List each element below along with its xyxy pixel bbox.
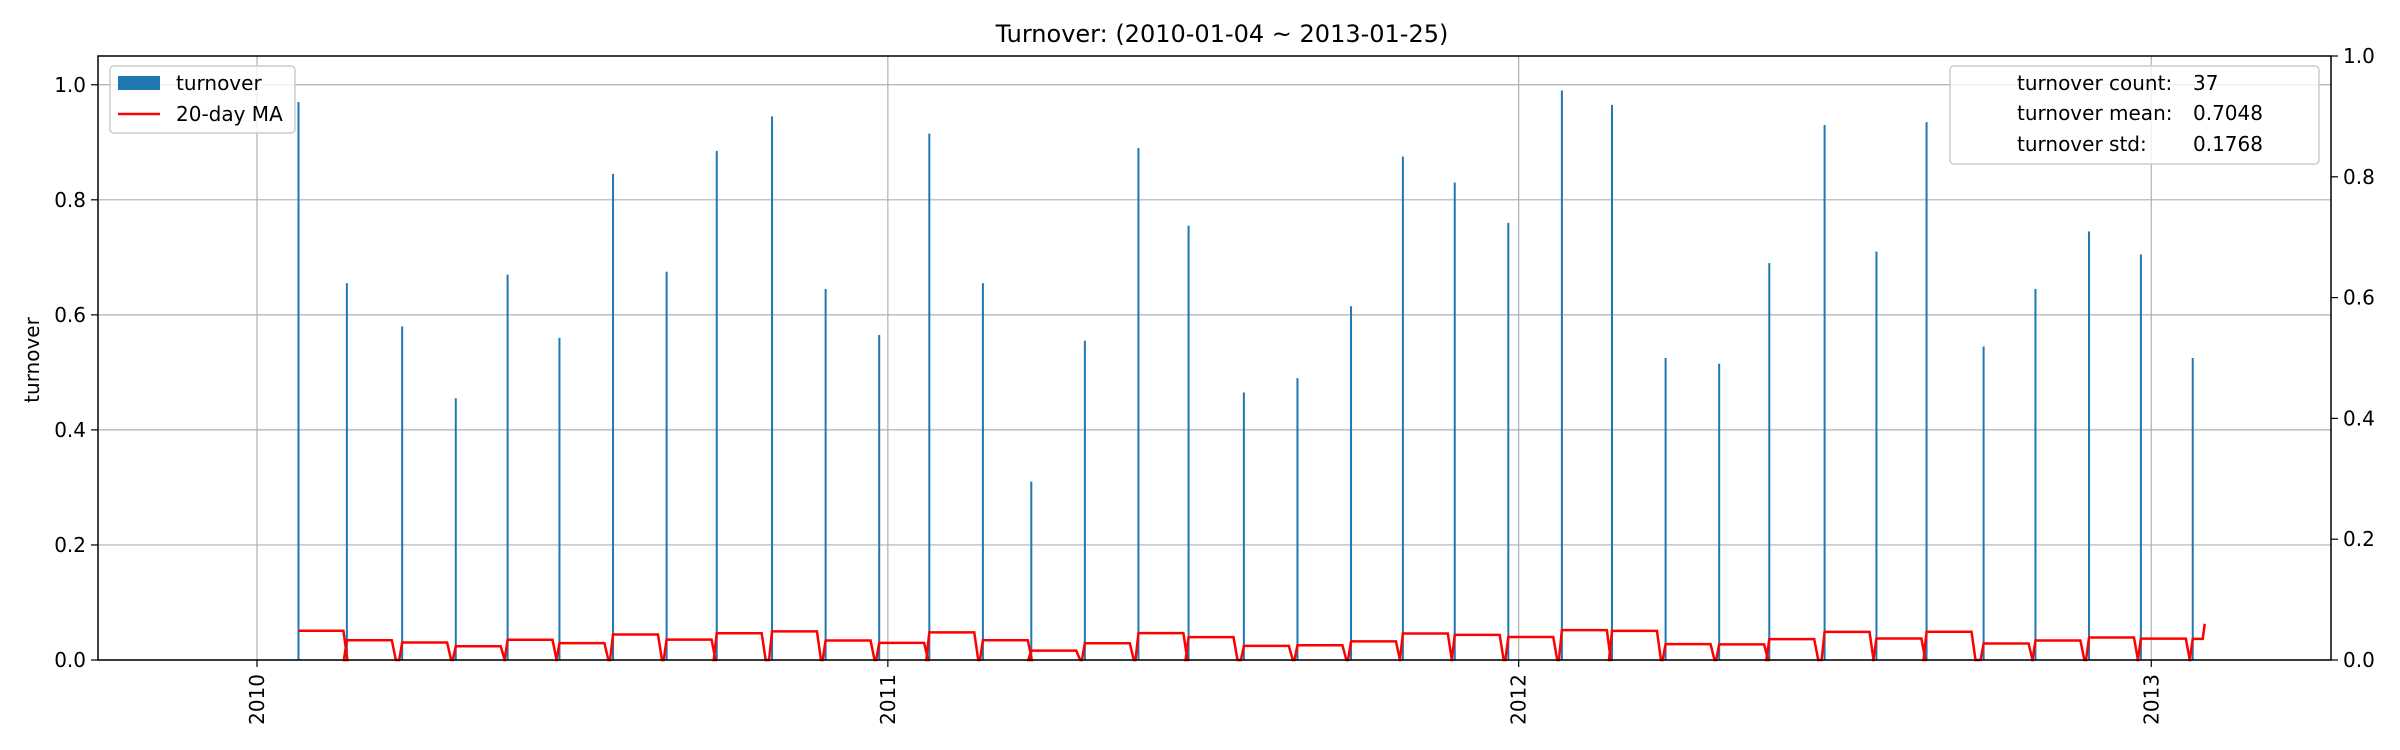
stats-box-frame bbox=[1949, 65, 2320, 165]
turnover-bar bbox=[1083, 340, 1086, 660]
right-y-axis: 0.0 0.2 0.4 0.6 0.8 1.0 bbox=[2331, 44, 2375, 672]
stats-box: turnover count: 37 turnover mean: 0.7048… bbox=[1949, 65, 2320, 165]
turnover-bar bbox=[1718, 363, 1721, 660]
turnover-bar bbox=[612, 173, 615, 660]
y2-tick-label: 1.0 bbox=[2343, 44, 2375, 68]
turnover-bar bbox=[1453, 182, 1456, 661]
turnover-bar bbox=[771, 116, 774, 660]
turnover-bar bbox=[558, 337, 561, 660]
y-tick-label: 0.4 bbox=[54, 418, 86, 442]
x-tick-label: 2011 bbox=[876, 674, 900, 725]
legend-swatch-turnover bbox=[118, 76, 160, 90]
y-tick-label: 0.0 bbox=[54, 648, 86, 672]
legend: turnover 20-day MA bbox=[109, 65, 296, 134]
turnover-bars bbox=[297, 90, 2194, 661]
stats-label-std: turnover std: bbox=[2017, 132, 2147, 156]
x-tick-label: 2012 bbox=[1507, 674, 1531, 725]
turnover-bar bbox=[345, 283, 348, 660]
x-tick-label: 2010 bbox=[245, 674, 269, 725]
chart-title: Turnover: (2010-01-04 ~ 2013-01-25) bbox=[995, 20, 1449, 48]
turnover-bar bbox=[1664, 358, 1667, 660]
turnover-bar bbox=[1137, 148, 1140, 661]
turnover-bar bbox=[2139, 254, 2142, 660]
turnover-bar bbox=[506, 274, 509, 660]
turnover-bar bbox=[297, 102, 300, 661]
turnover-bar bbox=[1350, 306, 1353, 660]
turnover-bar bbox=[1187, 225, 1190, 660]
turnover-bar bbox=[401, 326, 404, 660]
plot-area-frame bbox=[97, 55, 2332, 661]
y2-tick-label: 0.8 bbox=[2343, 165, 2375, 189]
y2-tick-label: 0.2 bbox=[2343, 527, 2375, 551]
turnover-bar bbox=[1030, 481, 1033, 660]
turnover-bar bbox=[1560, 90, 1563, 660]
turnover-bar bbox=[1875, 251, 1878, 661]
turnover-bar bbox=[1296, 378, 1299, 660]
turnover-bar bbox=[981, 283, 984, 660]
turnover-bar bbox=[928, 133, 931, 660]
turnover-bar bbox=[1507, 222, 1510, 661]
turnover-bar bbox=[2088, 231, 2091, 660]
legend-label-turnover: turnover bbox=[176, 71, 262, 95]
turnover-bar bbox=[454, 398, 457, 660]
turnover-bar bbox=[1823, 125, 1826, 661]
turnover-bar bbox=[1611, 104, 1614, 660]
y-axis-label: turnover bbox=[20, 316, 44, 402]
stats-label-count: turnover count: bbox=[2017, 71, 2172, 95]
y2-tick-label: 0.4 bbox=[2343, 406, 2375, 430]
turnover-bar bbox=[824, 288, 827, 660]
turnover-bar bbox=[878, 334, 881, 660]
turnover-bar bbox=[1982, 346, 1985, 660]
turnover-bar bbox=[1401, 156, 1404, 660]
moving-average-line bbox=[298, 623, 2206, 662]
y-tick-label: 0.6 bbox=[54, 303, 86, 327]
stats-value-count: 37 bbox=[2193, 71, 2218, 95]
y-tick-label: 0.2 bbox=[54, 533, 86, 557]
turnover-bar bbox=[2034, 288, 2037, 660]
turnover-bar bbox=[2191, 358, 2194, 660]
y-tick-label: 1.0 bbox=[54, 73, 86, 97]
y2-tick-label: 0.6 bbox=[2343, 286, 2375, 310]
turnover-bar bbox=[1925, 122, 1928, 660]
ma-line-path bbox=[298, 623, 2206, 662]
turnover-bar bbox=[1768, 263, 1771, 660]
stats-value-std: 0.1768 bbox=[2193, 132, 2263, 156]
left-y-axis: 0.0 0.2 0.4 0.6 0.8 1.0 bbox=[54, 73, 98, 672]
legend-label-ma: 20-day MA bbox=[176, 102, 283, 126]
x-tick-label: 2013 bbox=[2139, 674, 2163, 725]
y2-tick-label: 0.0 bbox=[2343, 648, 2375, 672]
x-axis: 2010 2011 2012 2013 bbox=[245, 660, 2163, 725]
turnover-bar bbox=[1242, 392, 1245, 660]
y-tick-label: 0.8 bbox=[54, 188, 86, 212]
turnover-bar bbox=[665, 271, 668, 660]
turnover-bar bbox=[715, 150, 718, 660]
stats-value-mean: 0.7048 bbox=[2193, 101, 2263, 125]
stats-label-mean: turnover mean: bbox=[2017, 101, 2172, 125]
